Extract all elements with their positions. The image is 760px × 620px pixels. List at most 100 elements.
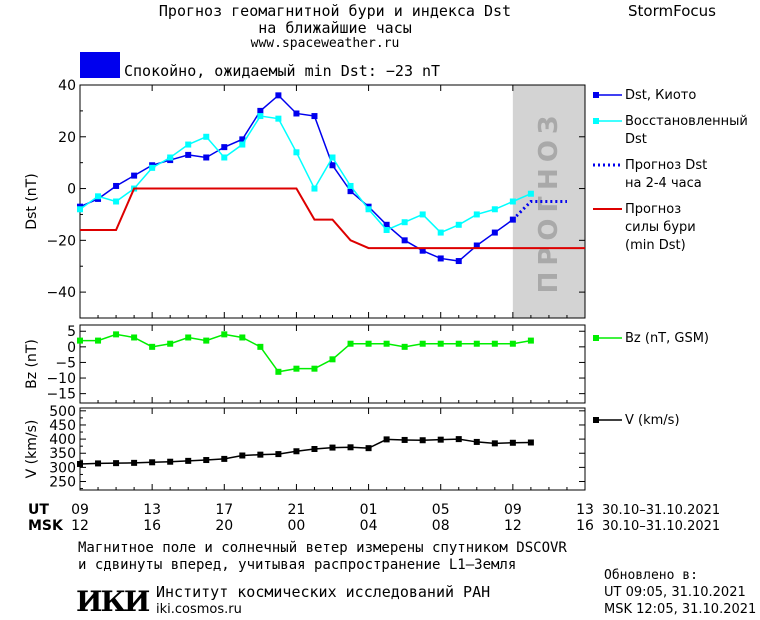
dst-series-1-point [95,193,102,200]
legend-marker-1 [593,118,599,124]
dst-series-1-point [257,113,264,120]
v-series-0-point [131,459,138,466]
chart-title-line1: Прогноз геомагнитной бури и индекса Dst [158,2,512,20]
institute-url[interactable]: iki.cosmos.ru [156,602,242,617]
bz-series-0-point [221,331,228,338]
bz-ytick-label: −10 [46,371,76,387]
dst-series-1-point [149,164,156,171]
legend-label-line: V (km/s) [625,413,680,428]
bz-ytick-label: 0 [67,340,76,356]
dst-series-1-point [167,154,174,161]
dst-series-3-line [80,187,585,250]
bz-series-0-point [401,343,408,350]
bz-series-0-point [419,340,426,347]
bz-series-0-point [365,340,372,347]
v-series-0-point [383,436,390,443]
bz-series-0-point [491,340,498,347]
bz-series-0-point [185,334,192,341]
bz-ytick-label: 5 [67,324,76,340]
footer-line2: и сдвинуты вперед, учитывая распростране… [78,557,517,573]
dst-series-1-point [527,190,534,197]
x-tick-label-ut: 17 [215,502,233,518]
bz-series-0-line [80,333,532,373]
v-series-0-point [167,458,174,465]
v-series-0-point [77,460,83,467]
dst-series-1-point [401,219,408,226]
dst-series-1-point [473,211,480,218]
dst-series-1-point [329,154,336,161]
v-series-0-point [221,455,228,462]
dst-ytick-label: 20 [58,130,76,146]
dst-series-0-point [437,255,444,262]
status-text: Спокойно, ожидаемый min Dst: −23 nT [124,62,441,80]
v-series-0-point [347,444,354,451]
v-series-0-point [311,446,318,452]
bz-series-0-point [311,365,318,372]
v-series-0-point [527,439,534,446]
dst-ytick-label: 40 [58,78,76,94]
bz-series-0-point [455,340,462,347]
legend-label-line: Восстановленный [625,114,748,129]
x-axis-date-range-ut: 30.10–31.10.2021 [602,503,720,518]
dst-series-0-point [311,113,318,120]
institute-name: Институт космических исследований РАН [156,583,491,601]
iki-logo: ИКИ [76,585,150,618]
bz-series-0-point [113,331,120,338]
dst-series-0-point [275,92,282,99]
v-ytick-label: 300 [49,460,76,476]
v-series-0-point [239,452,246,459]
dst-series-0-point [383,221,390,228]
dst-series-1-point [77,206,83,213]
x-axis-date-range-msk: 30.10–31.10.2021 [602,519,720,534]
bz-series-0-point [473,340,480,347]
bz-series-0-point [347,340,354,347]
v-ytick-label: 500 [49,404,76,420]
dst-ytick-label: −20 [46,233,76,249]
dst-series-1-point [437,229,444,236]
chart-title-line2: на ближайшие часы [258,19,412,37]
x-tick-label-ut: 09 [71,502,89,518]
legend-label-1: Восстановленный Dst [625,114,748,147]
dst-series-1-point [293,149,300,156]
legend-label-line: Прогноз [625,202,681,217]
dst-series-0-point [131,172,138,179]
bz-series-0-point [203,337,210,344]
dst-series-1-point [221,154,228,161]
dst-series-1-line [79,115,532,234]
v-series-0-point [185,457,192,464]
x-tick-label-ut: 13 [143,502,161,518]
legend-label-line: (min Dst) [625,238,686,253]
dst-series-1-point [311,185,318,192]
footer-line1: Магнитное поле и солнечный ветер измерен… [78,540,567,556]
v-series-0-point [473,438,480,445]
bz-ytick-label: −15 [46,387,76,403]
dst-series-0-point [329,162,336,169]
x-tick-label-msk: 16 [576,518,594,534]
dst-series-0-point [473,242,480,249]
v-series-0-line [79,438,531,465]
bz-panel-frame [79,324,586,404]
dst-ytick-label: −40 [46,285,76,301]
bz-series-0-point [383,340,390,347]
v-series-0-point [419,437,426,444]
dst-series-0-point [455,258,462,265]
bz-series-0-point [257,343,264,350]
x-tick-label-msk: 16 [143,518,161,534]
dst-series-1-point [365,206,372,213]
bz-series-0-point [527,337,534,344]
legend-label-line: на 2-4 часа [625,176,702,191]
dst-series-1-point [509,198,516,205]
dst-series-0-point [239,136,246,143]
dst-series-0-point [491,229,498,236]
v-series-0-point [257,451,264,458]
legend-marker-0 [593,92,599,98]
v-series-0-point [437,436,444,443]
v-ytick-label: 250 [49,475,76,491]
v-series-0-point [509,439,516,446]
v-series-0-point [491,440,498,447]
dst-series-1-point [455,221,462,228]
legend-marker-4 [593,335,599,341]
v-series-0-point [365,445,372,452]
dst-series-1-point [491,206,498,213]
